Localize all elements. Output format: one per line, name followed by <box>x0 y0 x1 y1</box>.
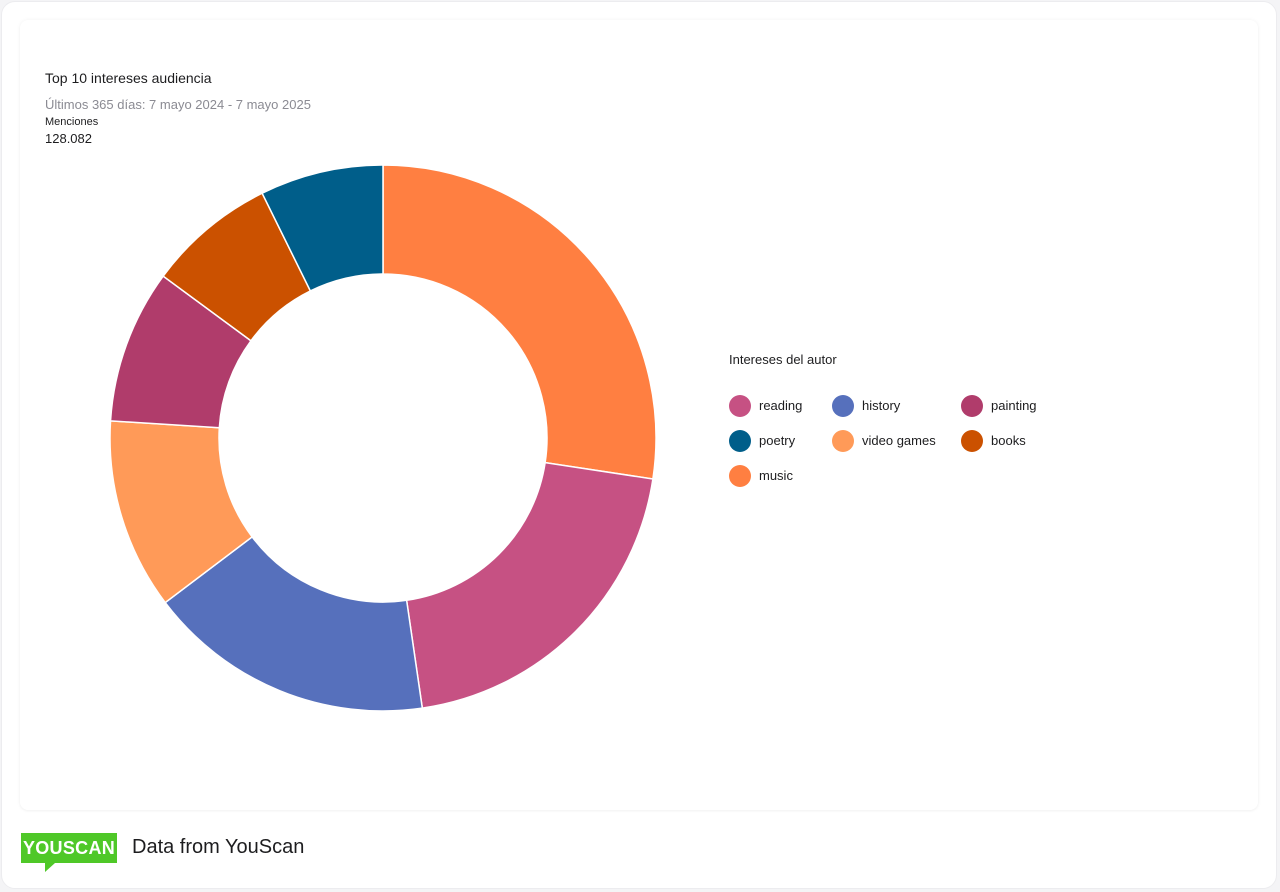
donut-chart <box>109 164 657 712</box>
logo-text: YOUSCAN <box>22 837 116 858</box>
legend-label-books: books <box>991 433 1026 448</box>
legend-swatch-music <box>729 464 751 487</box>
legend-item-history[interactable]: history <box>832 394 961 417</box>
metric-label: Menciones <box>45 116 99 128</box>
legend-swatch-video-games <box>832 429 854 452</box>
legend-item-music[interactable]: music <box>729 464 832 487</box>
footer-attribution: Data from YouScan <box>132 835 305 858</box>
legend-label-video-games: video games <box>862 433 936 448</box>
legend: Intereses del autor reading history painti… <box>729 350 1069 487</box>
donut-slice-music[interactable] <box>382 164 657 480</box>
legend-label-history: history <box>862 398 901 413</box>
legend-swatch-painting <box>961 394 983 417</box>
legend-swatch-books <box>961 429 983 452</box>
metric-value: 128.082 <box>45 131 92 146</box>
date-range-subtitle: Últimos 365 días: 7 mayo 2024 - 7 mayo 2… <box>45 97 311 112</box>
legend-item-painting[interactable]: painting <box>961 394 1061 417</box>
footer: YOUSCAN Data from YouScan <box>21 832 304 872</box>
legend-label-reading: reading <box>759 398 803 413</box>
legend-items: reading history painting poetry video games b… <box>729 394 1069 487</box>
legend-label-poetry: poetry <box>759 433 796 448</box>
donut-slice-history[interactable] <box>164 535 424 712</box>
youscan-logo: YOUSCAN <box>21 833 117 872</box>
legend-swatch-poetry <box>729 429 751 452</box>
legend-swatch-reading <box>729 394 751 417</box>
logo-tail-shape <box>45 863 55 872</box>
legend-item-books[interactable]: books <box>961 429 1061 452</box>
legend-item-reading[interactable]: reading <box>729 394 832 417</box>
donut-slice-reading[interactable] <box>405 461 654 710</box>
legend-label-painting: painting <box>991 398 1037 413</box>
legend-item-poetry[interactable]: poetry <box>729 429 832 452</box>
legend-swatch-history <box>832 394 854 417</box>
legend-title: Intereses del autor <box>729 352 837 367</box>
legend-label-music: music <box>759 468 793 483</box>
legend-item-video-games[interactable]: video games <box>832 429 961 452</box>
donut-slice-poetry[interactable] <box>261 164 384 292</box>
chart-title: Top 10 intereses audiencia <box>45 70 212 86</box>
